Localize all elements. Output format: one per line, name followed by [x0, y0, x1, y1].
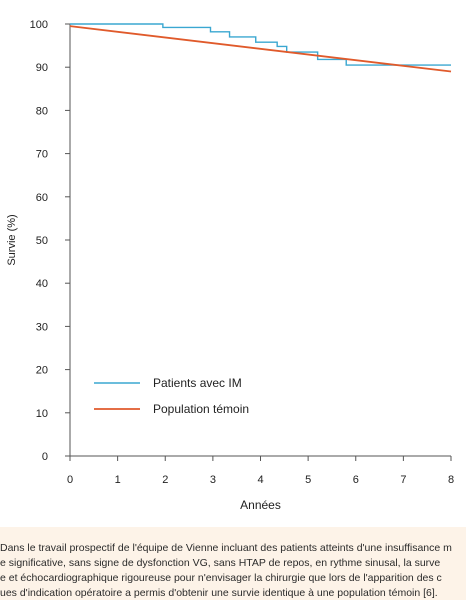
y-axis-ticks: 0 10 20 30 40 50 60 70 80 90 100: [30, 19, 70, 463]
y-tick-label: 30: [36, 321, 48, 333]
y-tick-label: 40: [36, 278, 48, 290]
y-tick-label: 60: [36, 192, 48, 204]
y-tick-label: 20: [36, 365, 48, 377]
x-tick-label: 7: [400, 474, 406, 486]
x-tick-label: 0: [67, 474, 73, 486]
caption-line: e significative, sans signe de dysfoncti…: [0, 557, 441, 569]
y-tick-label: 90: [36, 62, 48, 74]
x-tick-label: 4: [257, 474, 263, 486]
caption-line: Dans le travail prospectif de l'équipe d…: [0, 542, 452, 554]
x-tick-label: 8: [448, 474, 454, 486]
x-tick-label: 3: [210, 474, 216, 486]
legend-label: Population témoin: [153, 402, 249, 416]
x-tick-label: 5: [305, 474, 311, 486]
y-tick-label: 50: [36, 235, 48, 247]
x-tick-label: 2: [162, 474, 168, 486]
caption-line: e et échocardiographique rigoureuse pour…: [0, 572, 442, 584]
x-tick-label: 1: [115, 474, 121, 486]
legend: Patients avec IM Population témoin: [94, 376, 249, 416]
x-axis-title: Années: [240, 498, 281, 512]
y-tick-label: 0: [42, 451, 48, 463]
y-axis-title: Survie (%): [6, 214, 18, 265]
y-tick-label: 70: [36, 149, 48, 161]
y-tick-label: 80: [36, 105, 48, 117]
caption-band: Dans le travail prospectif de l'équipe d…: [0, 527, 466, 600]
caption-line: ues d'indication opératoire a permis d'o…: [0, 587, 438, 599]
survival-chart: 0 10 20 30 40 50 60 70 80 90 100 0 1 2 3 4 5 6 7 8 Survie …: [6, 19, 454, 512]
x-tick-label: 6: [353, 474, 359, 486]
series-line-patients: [70, 23, 451, 66]
legend-label: Patients avec IM: [153, 376, 242, 390]
y-tick-label: 100: [30, 19, 48, 31]
series-line-population: [69, 25, 452, 73]
series-layer: [69, 23, 452, 73]
y-tick-label: 10: [36, 408, 48, 420]
x-axis-ticks: 0 1 2 3 4 5 6 7 8: [67, 456, 454, 486]
caption-text: Dans le travail prospectif de l'équipe d…: [0, 527, 466, 600]
